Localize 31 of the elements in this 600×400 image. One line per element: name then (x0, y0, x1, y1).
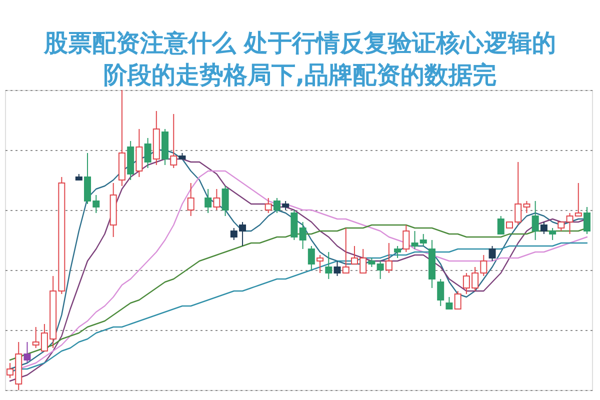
candlestick (334, 260, 341, 276)
candlestick (273, 198, 280, 214)
chart-title: 股票配资注意什么 处于行情反复验证核心逻辑的阶段的走势格局下,品牌配资的数据完 (42, 29, 556, 89)
candlestick (385, 242, 392, 274)
candlestick (290, 210, 298, 240)
candlestick (308, 246, 315, 270)
candlestick (187, 182, 194, 216)
candlestick (454, 290, 462, 310)
candlestick (136, 128, 143, 178)
candlestick (376, 260, 384, 280)
candlestick (342, 228, 350, 274)
candlestick (299, 222, 306, 250)
candlestick (540, 222, 548, 234)
candlestick (497, 216, 504, 234)
candlestick (316, 254, 324, 274)
candlestick (325, 252, 332, 280)
candlestick (222, 186, 229, 216)
candlestick (170, 114, 178, 168)
candlestick (144, 138, 152, 168)
candlestick (204, 188, 212, 214)
candlestick (264, 198, 272, 214)
candlestick (437, 278, 444, 306)
candlestick (402, 224, 410, 252)
candlestick (24, 342, 31, 364)
candlestick (446, 296, 453, 310)
candlestick (584, 206, 590, 234)
candlestick (549, 228, 556, 240)
candlestick (532, 200, 539, 240)
candlestick (488, 246, 496, 262)
candlestick (394, 246, 402, 258)
candlestick (213, 188, 220, 210)
